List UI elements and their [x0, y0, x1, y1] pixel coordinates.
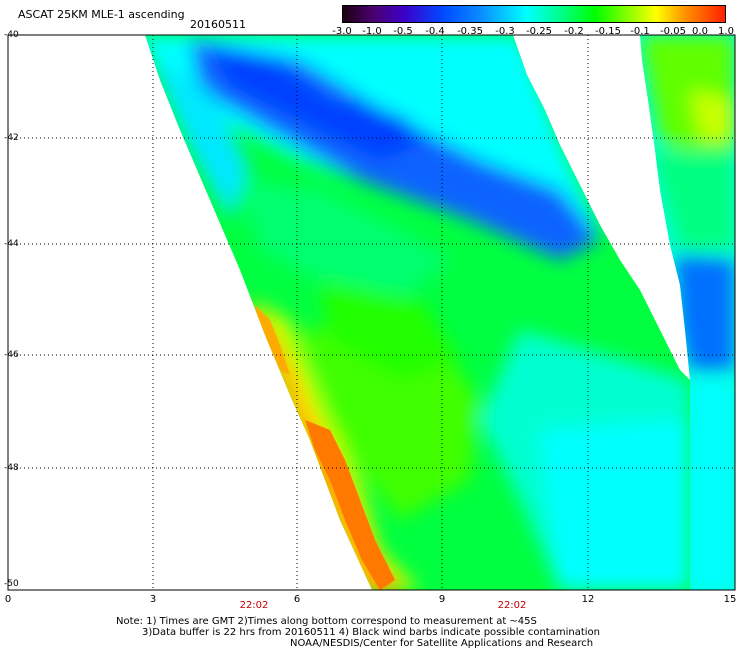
cbar-label: -0.05 — [660, 26, 686, 37]
map-date: 20160511 — [190, 18, 246, 31]
color-scale-labels: -3.0 -1.0 -0.5 -0.4 -0.35 -0.3 -0.25 -0.… — [330, 26, 740, 38]
grid-lines — [8, 34, 735, 590]
cbar-label: 1.0 — [718, 26, 734, 37]
map-title: ASCAT 25KM MLE-1 ascending — [18, 8, 185, 21]
lat-label: -48 — [4, 463, 19, 473]
lat-label: -50 — [4, 579, 19, 589]
lon-label: 0 — [4, 594, 12, 605]
lat-label: -40 — [4, 30, 19, 40]
lat-label: -42 — [4, 133, 19, 143]
note-line-1: Note: 1) Times are GMT 2)Times along bot… — [116, 616, 537, 627]
lon-label: 9 — [438, 594, 446, 605]
note-line-2: 3)Data buffer is 22 hrs from 20160511 4)… — [142, 627, 600, 638]
cbar-label: -0.1 — [630, 26, 650, 37]
map-frame — [7, 34, 736, 591]
lat-label: -46 — [4, 350, 19, 360]
pass-time-label: 22:02 — [239, 600, 269, 611]
lon-label: 6 — [293, 594, 301, 605]
lon-label: 15 — [723, 594, 737, 605]
cbar-label: -0.25 — [526, 26, 552, 37]
lat-label: -44 — [4, 239, 19, 249]
note-line-3: NOAA/NESDIS/Center for Satellite Applica… — [290, 638, 594, 649]
cbar-label: -0.2 — [564, 26, 584, 37]
color-scale-bar — [342, 5, 726, 23]
lon-label: 12 — [581, 594, 595, 605]
cbar-label: -0.4 — [425, 26, 445, 37]
cbar-label: -0.3 — [495, 26, 515, 37]
pass-time-label: 22:02 — [497, 600, 527, 611]
cbar-label: 0.0 — [692, 26, 708, 37]
wind-swath-main — [145, 35, 690, 590]
lon-label: 3 — [149, 594, 157, 605]
cbar-label: -0.5 — [393, 26, 413, 37]
cbar-label: -0.35 — [457, 26, 483, 37]
cbar-label: -3.0 — [332, 26, 352, 37]
cbar-label: -1.0 — [362, 26, 382, 37]
cbar-label: -0.15 — [595, 26, 621, 37]
